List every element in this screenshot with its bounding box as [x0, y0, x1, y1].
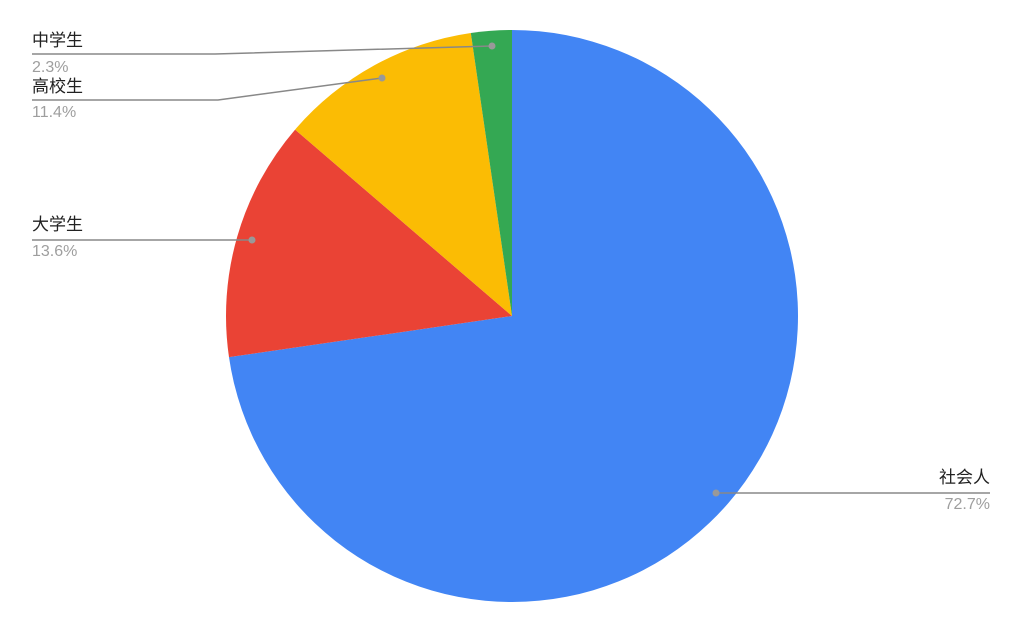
- leader-dot-2: [378, 74, 386, 82]
- leader-line-3: [32, 45, 493, 55]
- pie-slice-2[interactable]: [295, 32, 512, 316]
- slice-label-0: 社会人: [939, 468, 990, 488]
- slice-percent-2: 11.4%: [32, 104, 76, 121]
- slice-percent-0: 72.7%: [945, 496, 990, 513]
- pie-slice-3[interactable]: [470, 30, 512, 316]
- slice-label-2: 高校生: [32, 77, 83, 97]
- leader-dot-3: [488, 42, 496, 50]
- pie-slice-0[interactable]: [228, 30, 799, 603]
- leader-dot-1: [248, 236, 256, 244]
- slice-percent-1: 13.6%: [32, 243, 77, 260]
- leader-line-2: [32, 77, 383, 101]
- slice-percent-3: 2.3%: [32, 59, 68, 76]
- leader-dot-0: [712, 489, 720, 497]
- slice-label-3: 中学生: [32, 31, 83, 51]
- slice-label-1: 大学生: [32, 215, 83, 235]
- pie-slice-1[interactable]: [226, 129, 512, 358]
